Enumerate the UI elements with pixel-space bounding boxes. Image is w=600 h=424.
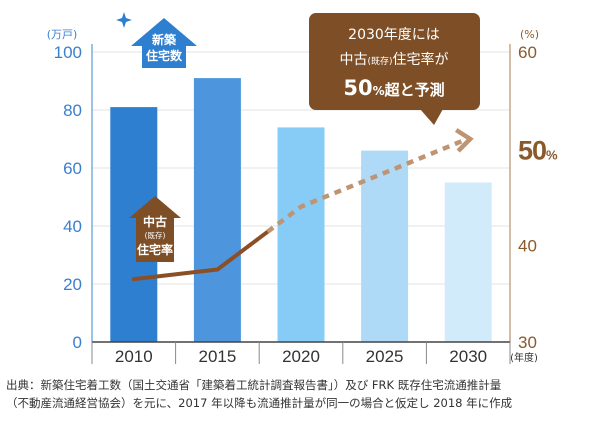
used-housing-label: 中古: [143, 214, 167, 229]
left-tick-label: 80: [63, 101, 82, 120]
new-housing-arrow-icon: [131, 18, 197, 68]
right-tick-label: 60: [518, 43, 537, 62]
bar: [277, 127, 325, 343]
callout-line-1: 2030年度には: [348, 27, 440, 43]
left-tick-label: 40: [63, 217, 82, 236]
axes: 0 20 40 60 80 100 (万戸) 30 40 50% 60 (%) 2010 2015 2020…: [47, 28, 559, 366]
x-tick-label: 2020: [282, 347, 320, 366]
callout-line-2: 中古(既存)住宅率が: [339, 51, 448, 68]
callout-pointer: [420, 109, 443, 125]
used-housing-label: (既存): [145, 230, 166, 240]
x-tick-label: 2015: [198, 347, 236, 366]
callout-box: [309, 13, 480, 110]
line-actual: [131, 229, 270, 282]
used-housing-label: 住宅率: [137, 242, 173, 257]
line-forecast: [266, 138, 464, 234]
line-forecast-arrowhead: [454, 128, 474, 153]
right-tick-label: 30: [518, 333, 537, 352]
x-tick-label: 2030: [449, 347, 487, 366]
left-tick-label: 60: [63, 159, 82, 178]
used-housing-arrow-icon: [129, 196, 181, 262]
left-axis-unit: (万戸): [47, 28, 78, 41]
left-tick-label: 20: [63, 275, 82, 294]
new-housing-label: 新築: [152, 32, 177, 47]
right-axis-unit: (%): [520, 28, 539, 41]
bar-series: [110, 78, 492, 343]
bar: [444, 182, 492, 342]
source-note: 出典：新築住宅着工数（国土交通省「建築着工統計調査報告書」）及び FRK 既存住…: [6, 376, 596, 412]
right-tick-label-highlight: 50%: [518, 136, 558, 166]
right-tick-label: 40: [518, 236, 537, 255]
x-tick-label: 2010: [115, 347, 153, 366]
bar: [361, 150, 409, 342]
x-tick-label: 2025: [366, 347, 404, 366]
left-tick-label: 0: [73, 333, 82, 352]
left-tick-label: 100: [54, 43, 82, 62]
bar: [193, 78, 241, 342]
callout-line-3: 50%超と予測: [343, 76, 444, 100]
x-axis-unit: (年度): [510, 351, 538, 364]
sparkle-icon: [116, 12, 132, 28]
source-line-1: 出典：新築住宅着工数（国土交通省「建築着工統計調査報告書」）及び FRK 既存住…: [6, 378, 502, 392]
new-housing-label: 住宅数: [146, 48, 183, 63]
line-series: [131, 128, 474, 282]
source-line-2: （不動産流通経営協会）を元に、2017 年以降も流通推計量が同一の場合と仮定し …: [6, 396, 513, 410]
